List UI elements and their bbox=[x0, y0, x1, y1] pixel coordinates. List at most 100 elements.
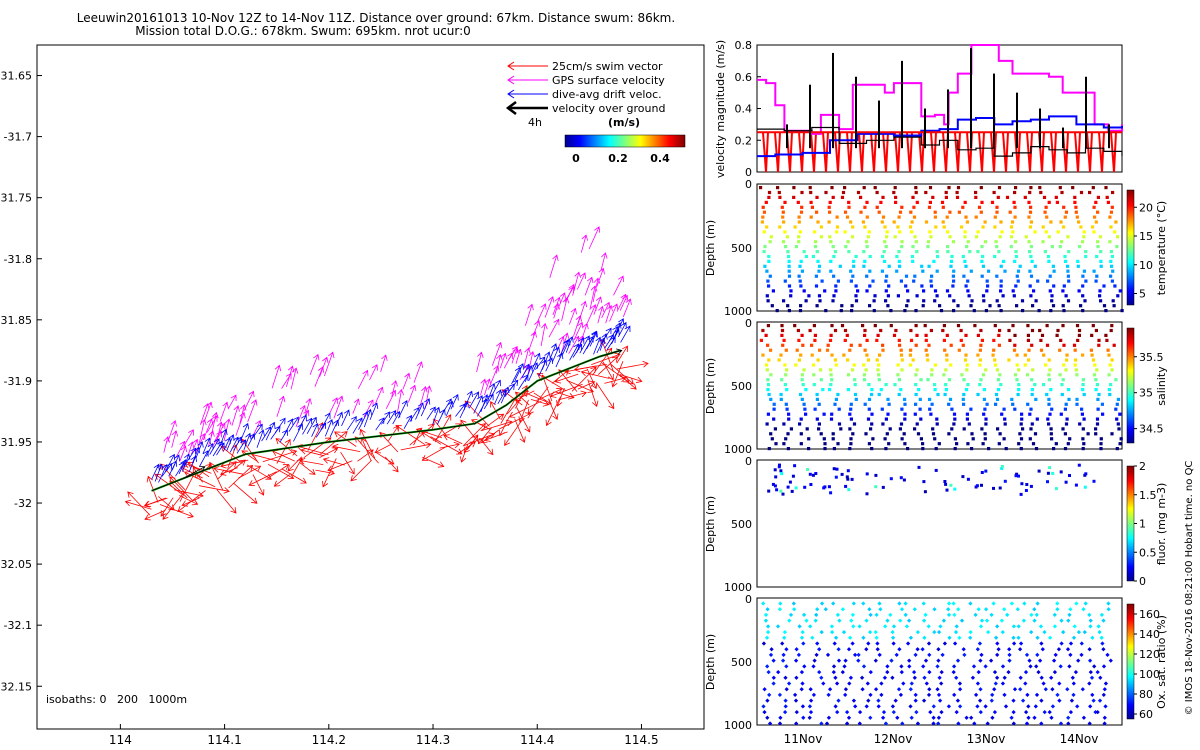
section-point bbox=[1014, 284, 1018, 288]
oxygen-point bbox=[1082, 629, 1087, 635]
section-point bbox=[764, 200, 768, 204]
drift-vectors bbox=[151, 318, 631, 483]
drift-arrow bbox=[205, 443, 214, 457]
section-point bbox=[935, 422, 939, 426]
legend-drift: dive-avg drift veloc. bbox=[507, 88, 662, 101]
section-point bbox=[1110, 358, 1114, 362]
section-point bbox=[819, 235, 824, 239]
section-point bbox=[1064, 422, 1069, 426]
section-point bbox=[1043, 210, 1047, 214]
drift-arrow bbox=[311, 422, 319, 437]
section-point bbox=[884, 245, 888, 249]
swim-arrow bbox=[127, 491, 151, 516]
oxygen-point bbox=[876, 704, 881, 709]
section-point bbox=[1109, 328, 1113, 333]
section-point bbox=[919, 437, 923, 441]
gps-arrow bbox=[214, 422, 226, 441]
date-tick-2: 13Nov bbox=[967, 732, 1006, 746]
section-point bbox=[766, 343, 770, 347]
section-point bbox=[1108, 215, 1112, 219]
section-point bbox=[908, 353, 912, 357]
section-point bbox=[832, 294, 836, 298]
oxygen-point bbox=[1088, 704, 1093, 709]
isobaths-note: isobaths: 0 200 1000m bbox=[46, 693, 187, 706]
section-point bbox=[1094, 328, 1098, 333]
oxygen-point bbox=[1083, 601, 1088, 606]
section-point bbox=[808, 186, 812, 190]
oxygen-point bbox=[893, 698, 898, 703]
section-point bbox=[780, 205, 784, 209]
section-point bbox=[822, 437, 826, 441]
section-point bbox=[766, 412, 770, 416]
drift-arrow bbox=[195, 441, 204, 459]
section-point bbox=[772, 407, 776, 411]
oxygen-point bbox=[1007, 647, 1012, 652]
section-point bbox=[814, 284, 819, 288]
oxygen-point bbox=[1023, 709, 1029, 715]
section-point bbox=[846, 388, 850, 392]
oxygen-point bbox=[771, 658, 776, 663]
oxygen-point bbox=[989, 612, 994, 618]
section-point bbox=[995, 210, 999, 214]
oxygen-point bbox=[1095, 709, 1100, 715]
section-point bbox=[797, 215, 801, 219]
section-point bbox=[841, 190, 846, 195]
section-point bbox=[911, 259, 915, 263]
section-point bbox=[843, 210, 848, 214]
fluorescence-point bbox=[793, 464, 797, 468]
swim-arrow bbox=[354, 436, 379, 464]
section-point bbox=[876, 333, 880, 337]
drift-arrow bbox=[341, 409, 350, 427]
section-point bbox=[964, 333, 968, 337]
oxygen-point bbox=[913, 692, 918, 698]
fluorescence-point bbox=[808, 472, 812, 476]
oxygen-point bbox=[1005, 612, 1010, 618]
section-point bbox=[800, 373, 804, 377]
oxygen-point bbox=[835, 709, 840, 715]
fluorescence-point bbox=[846, 469, 850, 473]
oxygen-point bbox=[857, 624, 862, 629]
section-point bbox=[1066, 442, 1070, 446]
gps-arrow bbox=[211, 430, 222, 448]
oxygen-point bbox=[1090, 635, 1095, 640]
section-point bbox=[866, 235, 870, 239]
swim-arrow bbox=[484, 431, 508, 442]
section-point bbox=[953, 447, 957, 451]
section-point bbox=[965, 412, 969, 416]
section-point bbox=[997, 186, 1002, 190]
section-point bbox=[1059, 412, 1063, 416]
section-point bbox=[1080, 412, 1084, 416]
gps-arrow bbox=[572, 271, 581, 296]
fluorescence-colorbar bbox=[1126, 465, 1135, 582]
section-point bbox=[1032, 289, 1036, 293]
section-point bbox=[1030, 328, 1035, 333]
section-point bbox=[1013, 190, 1017, 195]
swim-arrow bbox=[199, 485, 230, 494]
drift-arrow bbox=[219, 428, 228, 447]
oxygen-point bbox=[777, 721, 783, 726]
section-point bbox=[1061, 225, 1066, 229]
section-point bbox=[1052, 284, 1056, 288]
section-point bbox=[843, 186, 847, 190]
section-point bbox=[912, 279, 916, 283]
section-point bbox=[1116, 422, 1120, 426]
map-xtick-label: 114.3 bbox=[416, 733, 450, 747]
oxygen-point bbox=[936, 658, 941, 663]
gps-arrow bbox=[204, 401, 213, 422]
oxygen-point bbox=[800, 629, 805, 635]
oxygen-point bbox=[891, 641, 896, 646]
section-point bbox=[895, 269, 899, 273]
section-point bbox=[895, 254, 899, 259]
section-point bbox=[763, 245, 767, 249]
section-point bbox=[906, 447, 910, 451]
section-point bbox=[813, 407, 817, 411]
section-point bbox=[998, 235, 1002, 239]
drift-arrow bbox=[524, 365, 533, 383]
legend-overground: velocity over ground bbox=[505, 101, 665, 115]
section-point bbox=[863, 348, 867, 352]
legend-drift-label: dive-avg drift veloc. bbox=[552, 88, 662, 101]
section-point bbox=[1009, 235, 1014, 239]
section-point bbox=[1018, 264, 1022, 268]
section-point bbox=[894, 195, 898, 199]
section-point bbox=[1064, 294, 1068, 298]
